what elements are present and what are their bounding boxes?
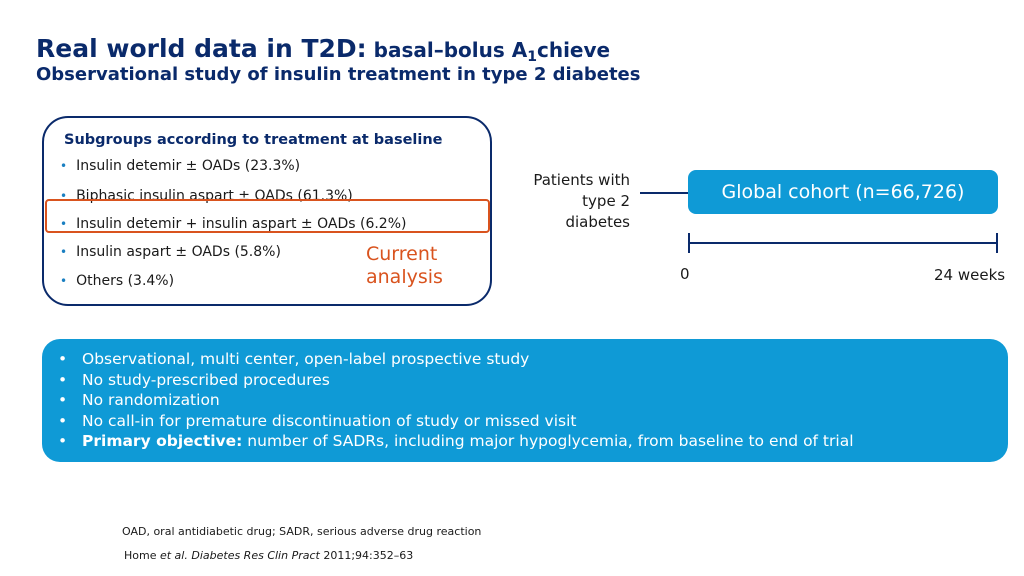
reference-authors: Home — [124, 549, 160, 562]
page-subtitle: Observational study of insulin treatment… — [36, 64, 641, 85]
bullet-icon: • — [60, 189, 68, 203]
primary-objective-label: Primary objective: — [82, 432, 243, 450]
timeline-end-label: 24 weeks — [934, 266, 1006, 284]
title-study-prefix: basal–bolus A — [366, 38, 528, 62]
design-item: • No randomization — [58, 390, 1008, 411]
subgroup-item: • Insulin detemir + insulin aspart ± OADs… — [60, 216, 406, 232]
reference-journal: Diabetes Res Clin Pract — [191, 549, 320, 562]
patients-label: Patients with type 2 diabetes — [500, 170, 630, 233]
timeline-start-tick — [688, 233, 690, 253]
timeline-axis — [688, 242, 998, 244]
subgroups-panel: Subgroups according to treatment at base… — [42, 116, 492, 306]
design-item: • No study-prescribed procedures — [58, 370, 1008, 391]
subgroup-item-label: Others (3.4%) — [76, 273, 175, 289]
current-analysis-highlight — [45, 199, 490, 233]
bullet-icon: • — [60, 245, 68, 259]
title-study-suffix: chieve — [536, 38, 611, 62]
patients-label-line: type 2 — [582, 192, 630, 210]
subgroup-item-label: Insulin detemir + insulin aspart ± OADs … — [76, 216, 407, 232]
design-item: • Observational, multi center, open-label… — [58, 349, 1008, 370]
page-title: Real world data in T2D: basal–bolus A1ch… — [36, 30, 610, 73]
design-item-label: No study-prescribed procedures — [82, 370, 330, 389]
subgroup-item: • Insulin detemir ± OADs (23.3%) — [60, 158, 300, 174]
bullet-icon: • — [58, 370, 68, 389]
current-analysis-line: Current — [366, 243, 438, 265]
current-analysis-label: Current analysis — [366, 243, 443, 289]
bullet-icon: • — [60, 159, 68, 173]
cohort-connector-line — [640, 192, 688, 194]
design-item-label: No call-in for premature discontinuation… — [82, 411, 577, 430]
abbreviations-footnote: OAD, oral antidiabetic drug; SADR, serio… — [122, 525, 482, 538]
bullet-icon: • — [60, 274, 68, 288]
design-item-label: Observational, multi center, open-label … — [82, 350, 530, 368]
current-analysis-line: analysis — [366, 266, 443, 288]
reference-citation: Home et al. Diabetes Res Clin Pract 2011… — [124, 549, 413, 562]
patients-label-line: Patients with — [533, 171, 630, 189]
title-main: Real world data in T2D: — [36, 34, 367, 63]
study-design-panel: • Observational, multi center, open-label… — [42, 339, 1008, 462]
title-study-subscript: 1 — [527, 49, 537, 65]
subgroup-item-label: Insulin aspart ± OADs (5.8%) — [76, 244, 281, 260]
design-item-primary: • Primary objective: number of SADRs, inc… — [58, 431, 1008, 452]
timeline-end-tick — [996, 233, 998, 253]
global-cohort-box: Global cohort (n=66,726) — [688, 170, 998, 214]
reference-details: 2011;94:352–63 — [319, 549, 414, 562]
patients-label-line: diabetes — [565, 213, 630, 231]
design-item: • No call-in for premature discontinuatio… — [58, 411, 1008, 432]
reference-etal: et al. — [159, 549, 188, 562]
subgroup-item-label: Insulin detemir ± OADs (23.3%) — [76, 158, 301, 174]
bullet-icon: • — [60, 217, 68, 231]
bullet-icon: • — [58, 350, 68, 368]
design-item-label: No randomization — [82, 391, 220, 409]
subgroup-item: • Insulin aspart ± OADs (5.8%) — [60, 244, 281, 260]
title-study-name: basal–bolus A1chieve — [366, 38, 611, 65]
primary-objective-text: number of SADRs, including major hypogly… — [242, 432, 854, 450]
timeline-start-label: 0 — [680, 265, 690, 283]
bullet-icon: • — [58, 432, 68, 450]
bullet-icon: • — [58, 411, 68, 430]
subgroups-heading: Subgroups according to treatment at base… — [64, 132, 443, 148]
subgroup-item: • Others (3.4%) — [60, 273, 174, 289]
bullet-icon: • — [58, 391, 68, 409]
